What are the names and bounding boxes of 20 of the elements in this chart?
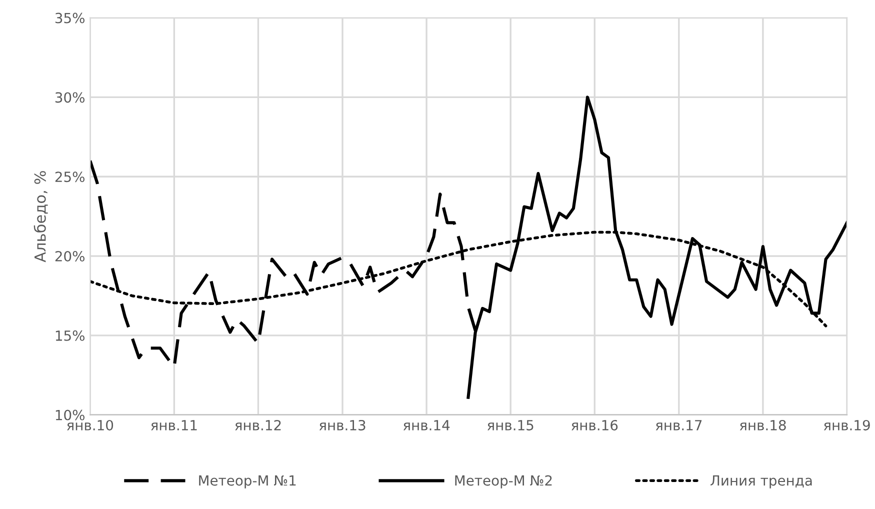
- x-tick-label: янв.12: [235, 420, 281, 430]
- x-tick-label: янв.18: [740, 420, 786, 430]
- x-tick-label: янв.16: [572, 420, 618, 430]
- x-tick-label: янв.13: [319, 420, 366, 430]
- x-tick-label: янв.15: [488, 420, 534, 430]
- y-axis-title: Альбедо, %: [34, 171, 48, 262]
- y-tick-label: 35%: [55, 12, 84, 24]
- legend-label: Метеор-М №2: [455, 475, 552, 488]
- y-tick-label: 30%: [55, 92, 84, 103]
- y-tick-label: 10%: [56, 410, 84, 420]
- x-tick-label: янв.11: [151, 420, 197, 430]
- y-tick-label: 15%: [56, 330, 84, 341]
- y-tick-label: 25%: [55, 172, 84, 182]
- legend-label: Метеор-М №1: [199, 475, 296, 488]
- x-tick-label: янв.14: [403, 420, 450, 430]
- y-tick-label: 20%: [55, 250, 84, 262]
- x-tick-label: янв.10: [67, 420, 114, 430]
- x-tick-label: янв.17: [656, 420, 702, 430]
- legend-label: Линия тренда: [710, 475, 812, 488]
- x-tick-label: янв.19: [824, 420, 870, 430]
